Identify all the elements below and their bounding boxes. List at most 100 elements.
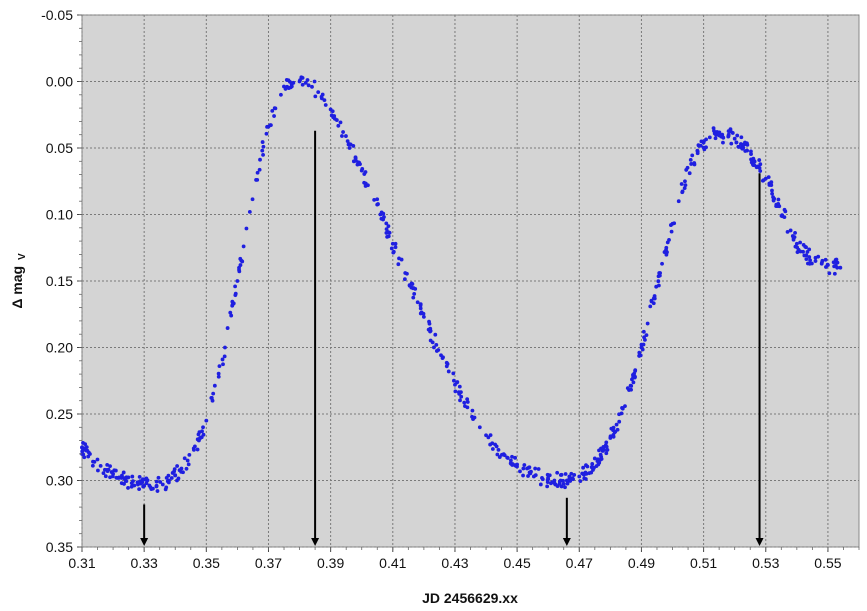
- data-point: [341, 130, 345, 134]
- data-point: [604, 451, 609, 456]
- data-point: [433, 332, 438, 337]
- data-point: [126, 486, 130, 490]
- x-tick-label: 0.35: [193, 555, 220, 571]
- data-point: [270, 108, 275, 113]
- data-point: [604, 444, 609, 449]
- data-point: [122, 476, 127, 481]
- data-point: [743, 149, 748, 153]
- data-point: [135, 480, 140, 485]
- data-point: [303, 80, 308, 85]
- data-point: [396, 262, 401, 267]
- x-tick-label: 0.33: [131, 555, 158, 571]
- data-point: [656, 274, 661, 279]
- x-tick-label: 0.31: [68, 555, 95, 571]
- data-point: [124, 479, 129, 484]
- data-point: [599, 457, 604, 461]
- data-point: [614, 422, 619, 427]
- data-point: [238, 256, 243, 261]
- data-point: [660, 261, 664, 266]
- data-point: [265, 124, 269, 129]
- data-point: [434, 342, 439, 347]
- data-point: [225, 326, 230, 330]
- data-point: [794, 241, 799, 246]
- data-point: [412, 292, 417, 296]
- data-point: [470, 414, 474, 419]
- data-point: [584, 471, 589, 476]
- data-points: [80, 75, 843, 493]
- y-axis-label-subscript: V: [17, 253, 28, 260]
- data-point: [228, 310, 233, 315]
- data-point: [707, 135, 712, 140]
- data-point: [465, 397, 470, 402]
- data-point: [631, 375, 636, 379]
- data-point: [391, 250, 396, 255]
- data-point: [782, 207, 787, 212]
- data-point: [255, 170, 260, 175]
- data-point: [279, 92, 283, 97]
- x-tick-label: 0.47: [566, 555, 593, 571]
- y-axis-label-main: Δ mag: [9, 266, 25, 309]
- data-point: [808, 258, 813, 263]
- data-point: [173, 473, 178, 478]
- data-point: [250, 197, 255, 202]
- data-point: [200, 429, 204, 434]
- data-point: [679, 182, 684, 186]
- data-point: [444, 364, 449, 369]
- data-point: [608, 434, 613, 439]
- data-point: [617, 419, 622, 424]
- data-point: [652, 296, 657, 301]
- data-point: [611, 425, 616, 430]
- data-point: [578, 479, 583, 484]
- data-point: [158, 480, 163, 484]
- data-point: [683, 183, 688, 188]
- data-point: [362, 180, 367, 185]
- data-point: [736, 144, 741, 149]
- arrow: [562, 497, 571, 546]
- data-point: [619, 411, 624, 416]
- data-point: [235, 279, 240, 283]
- data-point: [175, 464, 180, 468]
- data-point: [154, 479, 159, 484]
- data-point: [488, 442, 493, 447]
- data-point: [410, 282, 415, 286]
- data-point: [96, 468, 100, 473]
- data-point: [527, 465, 532, 470]
- data-point: [545, 480, 550, 485]
- data-point: [834, 257, 839, 262]
- data-point: [770, 188, 774, 193]
- data-point: [86, 450, 91, 455]
- data-point: [712, 128, 716, 133]
- data-point: [230, 303, 235, 308]
- data-point: [643, 337, 647, 342]
- data-point: [598, 452, 603, 457]
- data-point: [558, 473, 563, 477]
- data-point: [572, 473, 577, 477]
- x-tick-label: 0.45: [503, 555, 530, 571]
- data-point: [172, 467, 177, 472]
- data-point: [798, 240, 803, 245]
- data-point: [204, 418, 209, 423]
- data-point: [411, 295, 416, 300]
- data-point: [513, 455, 517, 460]
- data-point: [131, 479, 135, 484]
- data-point: [386, 234, 391, 239]
- data-point: [832, 271, 837, 276]
- data-point: [631, 380, 636, 385]
- data-point: [108, 464, 112, 469]
- data-point: [257, 167, 262, 172]
- data-point: [538, 482, 543, 487]
- data-point: [711, 126, 716, 131]
- data-point: [375, 197, 380, 202]
- data-point: [411, 286, 415, 291]
- data-point: [393, 241, 398, 246]
- data-point: [244, 226, 249, 231]
- data-point: [522, 463, 527, 467]
- data-point: [84, 445, 89, 449]
- data-point: [122, 482, 126, 486]
- data-point: [444, 360, 449, 365]
- data-point: [80, 449, 85, 454]
- data-point: [260, 140, 265, 144]
- data-point: [260, 148, 265, 153]
- data-point: [807, 261, 812, 266]
- y-tick-label: -0.05: [41, 7, 73, 23]
